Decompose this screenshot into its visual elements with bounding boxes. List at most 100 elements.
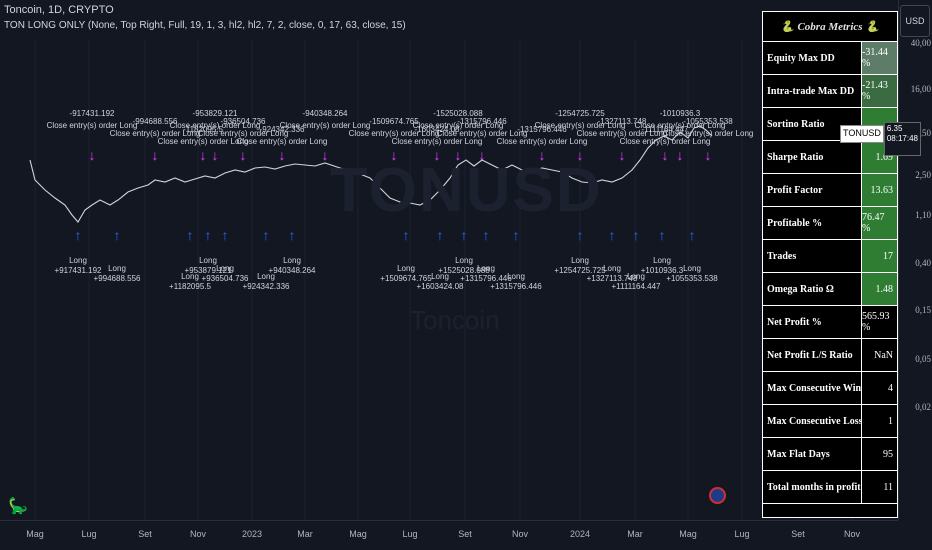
- long-exit-arrow: ↓: [619, 147, 626, 163]
- price-tick-label: 16,00: [910, 84, 931, 94]
- entry-value-label: +953879.121: [185, 266, 232, 275]
- exit-label: Close entry(s) order Long: [158, 137, 249, 146]
- metrics-label: Net Profit L/S Ratio: [763, 339, 862, 371]
- price-axis[interactable]: 40,00 16,00 6,50 2,50 1,10 0,40 0,15 0,05 0,02: [898, 0, 932, 520]
- long-exit-arrow: ↓: [455, 147, 462, 163]
- exit-value-label: -953829.121: [193, 109, 238, 118]
- long-entry-arrow: ↑: [437, 227, 444, 243]
- time-tick-label: Set: [791, 529, 805, 539]
- exit-value-label: -1525028.088: [433, 109, 483, 118]
- exit-label: Close entry(s) order Long: [577, 129, 668, 138]
- long-entry-arrow: ↑: [483, 227, 490, 243]
- exit-value-label: -940348.264: [303, 109, 348, 118]
- long-entry-arrow: ↑: [609, 227, 616, 243]
- metrics-label: Profit Factor: [763, 174, 862, 206]
- metrics-label: Max Consecutive Losses: [763, 405, 862, 437]
- entry-value-label: +1525028.088: [438, 266, 490, 275]
- price-tick-label: 0,05: [915, 354, 931, 364]
- tradingview-logo-icon[interactable]: 🦕: [8, 498, 28, 515]
- entry-label: Long: [397, 264, 415, 273]
- time-tick-label: Set: [138, 529, 152, 539]
- entry-label: Long: [477, 264, 495, 273]
- price-tick-label: 0,02: [915, 402, 931, 412]
- metrics-row: Profit Factor 13.63: [763, 174, 897, 207]
- cobra-metrics-table: 🐍 Cobra Metrics 🐍 Equity Max DD -31.44 % I…: [762, 11, 898, 518]
- time-axis[interactable]: Mag Lug Set Nov 2023 Mar Mag Lug Set Nov 2024 Mar Ma…: [0, 520, 898, 550]
- entry-value-label: +917431.192: [55, 266, 102, 275]
- price-chart[interactable]: ↑Long+917431.192↑Long+994688.556↑Long+11…: [0, 0, 898, 520]
- metrics-row: Omega Ratio Ω 1.48: [763, 273, 897, 306]
- exit-label: Close entry(s) order Long: [635, 121, 726, 130]
- metrics-row: Max Consecutive Losses 1: [763, 405, 897, 438]
- time-tick-label: 2023: [241, 529, 263, 539]
- exit-label: Close entry(s) order Long: [47, 121, 138, 130]
- metrics-title: 🐍 Cobra Metrics 🐍: [763, 12, 897, 42]
- metrics-value: 565.93 %: [862, 306, 897, 338]
- metrics-value: -31.44 %: [862, 42, 897, 74]
- long-exit-arrow: ↓: [89, 147, 96, 163]
- exit-label: Close entry(s) order Long: [497, 137, 588, 146]
- metrics-row: Profitable % 76.47 %: [763, 207, 897, 240]
- time-tick-label: Mar: [297, 529, 313, 539]
- metrics-row: Max Consecutive Wins 4: [763, 372, 897, 405]
- metrics-label: Total months in profit: [763, 471, 862, 503]
- exit-value-label: -1509674.765: [369, 117, 419, 126]
- flag-icon[interactable]: [709, 487, 726, 504]
- exit-label: Close entry(s) order Long: [437, 129, 528, 138]
- exit-label: Close entry(s) order Long: [392, 137, 483, 146]
- long-entry-arrow: ↑: [403, 227, 410, 243]
- entry-value-label: +936504.736: [202, 274, 249, 283]
- metrics-row: Equity Max DD -31.44 %: [763, 42, 897, 75]
- exit-label: Close entry(s) order Long: [110, 129, 201, 138]
- snake-icon: 🐍: [780, 21, 795, 33]
- long-exit-arrow: ↓: [279, 147, 286, 163]
- metrics-row: Intra-trade Max DD -21.43 %: [763, 75, 897, 108]
- metrics-label: Trades: [763, 240, 862, 272]
- currency-button[interactable]: USD: [900, 5, 930, 37]
- symbol-watermark: TONUSD: [330, 156, 603, 225]
- long-entry-arrow: ↑: [114, 227, 121, 243]
- ticker-price: 6.35: [886, 124, 903, 133]
- metrics-value: 95: [862, 438, 897, 470]
- entry-value-label: +1315796.446: [490, 282, 542, 291]
- ticker-values: 6.35 08:17:48: [883, 122, 921, 156]
- entry-value-label: +1315796.446: [460, 274, 512, 283]
- long-entry-arrow: ↑: [205, 227, 212, 243]
- metrics-label: Equity Max DD: [763, 42, 862, 74]
- exit-value-label: -924342.336: [260, 125, 305, 134]
- entry-value-label: +1603424.08: [417, 282, 464, 291]
- long-exit-arrow: ↓: [577, 147, 584, 163]
- metrics-row: Trades 17: [763, 240, 897, 273]
- entry-label: Long: [627, 272, 645, 281]
- entry-label: Long: [571, 256, 589, 265]
- price-tick-label: 40,00: [910, 38, 931, 48]
- metrics-label: Max Flat Days: [763, 438, 862, 470]
- entry-label: Long: [69, 256, 87, 265]
- exit-label: Close entry(s) order Long: [413, 121, 504, 130]
- entry-label: Long: [653, 256, 671, 265]
- exit-value-label: -994688.556: [133, 117, 178, 126]
- metrics-label: Max Consecutive Wins: [763, 372, 862, 404]
- exit-label: Close entry(s) order Long: [620, 137, 711, 146]
- long-exit-arrow: ↓: [391, 147, 398, 163]
- metrics-row: Net Profit L/S Ratio NaN: [763, 339, 897, 372]
- metrics-label: Omega Ratio Ω: [763, 273, 862, 305]
- entry-value-label: +1010936.3: [641, 266, 684, 275]
- metrics-value: 11: [862, 471, 897, 503]
- entry-value-label: +1111164.447: [611, 282, 661, 291]
- price-tick-label: 2,50: [915, 170, 931, 180]
- exit-value-label: -1254725.725: [555, 109, 605, 118]
- long-entry-arrow: ↑: [263, 227, 270, 243]
- price-tick-label: 0,40: [915, 258, 931, 268]
- long-entry-arrow: ↑: [75, 227, 82, 243]
- long-exit-arrow: ↓: [152, 147, 159, 163]
- long-exit-arrow: ↓: [434, 147, 441, 163]
- entry-label: Long: [199, 256, 217, 265]
- strategy-legend[interactable]: TON LONG ONLY (None, Top Right, Full, 19…: [4, 20, 406, 31]
- long-entry-arrow: ↑: [187, 227, 194, 243]
- metrics-value: 1: [862, 405, 897, 437]
- long-entry-arrow: ↑: [633, 227, 640, 243]
- metrics-row: Total months in profit 11: [763, 471, 897, 504]
- symbol-header[interactable]: Toncoin, 1D, CRYPTO: [4, 4, 114, 16]
- long-entry-arrow: ↑: [222, 227, 229, 243]
